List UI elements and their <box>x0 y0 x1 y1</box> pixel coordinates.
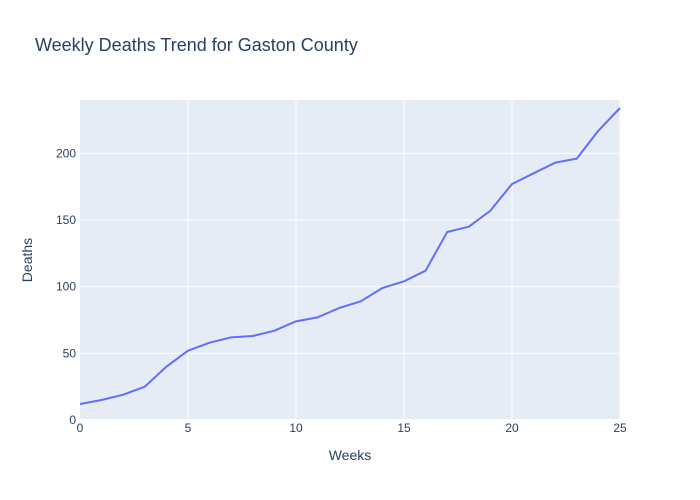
y-tick-label: 150 <box>56 213 76 227</box>
x-tick-label: 5 <box>185 421 192 435</box>
chart-title: Weekly Deaths Trend for Gaston County <box>35 35 358 55</box>
x-tick-label: 0 <box>77 421 84 435</box>
y-tick-label: 100 <box>56 280 76 294</box>
x-tick-labels: 0 5 10 15 20 25 <box>77 421 627 435</box>
y-tick-labels: 0 50 100 150 200 <box>56 146 76 427</box>
x-tick-label: 10 <box>289 421 303 435</box>
y-tick-label: 50 <box>63 346 77 360</box>
y-axis-label: Deaths <box>19 238 35 282</box>
x-tick-label: 20 <box>505 421 519 435</box>
y-gridlines <box>80 152 620 421</box>
series-layer <box>79 107 621 405</box>
x-tick-label: 25 <box>613 421 627 435</box>
series-line <box>79 107 621 405</box>
x-axis-label: Weeks <box>329 447 372 463</box>
y-tick-label: 0 <box>69 413 76 427</box>
y-tick-label: 200 <box>56 146 76 160</box>
x-tick-label: 15 <box>397 421 411 435</box>
